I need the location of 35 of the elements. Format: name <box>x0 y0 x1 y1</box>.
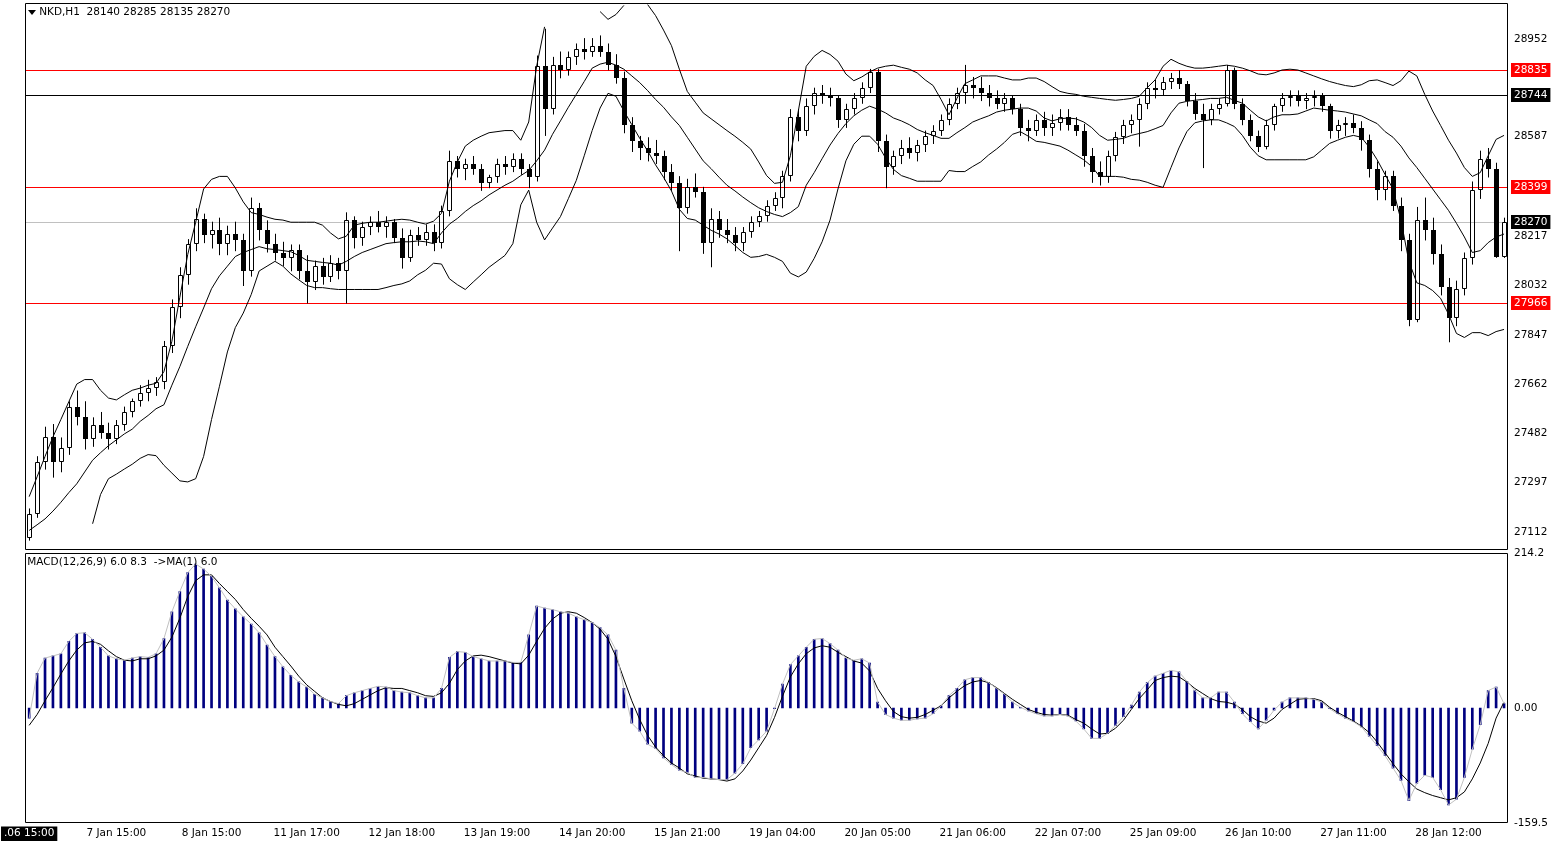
y-tick-label: 27112 <box>1514 524 1548 537</box>
y-tick-label: 27482 <box>1514 425 1548 438</box>
ref-line-label: 28744 <box>1514 88 1548 101</box>
x-tick-label: 19 Jan 04:00 <box>749 826 816 839</box>
y-tick-label: 0.00 <box>1514 700 1538 713</box>
y-tick-label: 28032 <box>1514 278 1548 291</box>
x-tick-label: 7 Jan 15:00 <box>86 826 147 839</box>
x-tick-label: 15 Jan 21:00 <box>654 826 721 839</box>
y-tick-label: -159.5 <box>1514 816 1548 829</box>
ref-line-label: 28835 <box>1514 63 1548 76</box>
chart-title: NKD,H1 28140 28285 28135 28270 <box>39 4 231 17</box>
ref-line-label: 27966 <box>1514 296 1548 309</box>
y-tick-label: 28217 <box>1514 228 1548 241</box>
x-tick-label: 25 Jan 09:00 <box>1129 826 1197 839</box>
chart-title: MACD(12,26,9) 6.0 8.3 ->MA(1) 6.0 <box>27 554 218 567</box>
y-tick-label: 28952 <box>1514 31 1548 44</box>
x-tick-label: 11 Jan 17:00 <box>273 826 340 839</box>
y-tick-label: 27297 <box>1514 475 1548 488</box>
x-tick-label: 22 Jan 07:00 <box>1034 826 1102 839</box>
ref-line-label: 28270 <box>1514 215 1548 228</box>
x-tick-label: 14 Jan 20:00 <box>558 826 626 839</box>
x-tick-label: .06 15:00 <box>4 826 55 839</box>
x-tick-label: 8 Jan 15:00 <box>181 826 242 839</box>
x-tick-label: 28 Jan 12:00 <box>1415 826 1482 839</box>
x-tick-label: 27 Jan 11:00 <box>1320 826 1387 839</box>
x-tick-label: 13 Jan 19:00 <box>463 826 531 839</box>
y-tick-label: 214.2 <box>1514 545 1545 558</box>
y-tick-label: 27847 <box>1514 327 1548 340</box>
x-tick-label: 20 Jan 05:00 <box>844 826 911 839</box>
y-tick-label: 28587 <box>1514 129 1548 142</box>
x-tick-label: 12 Jan 18:00 <box>368 826 436 839</box>
ref-line-label: 28399 <box>1514 180 1548 193</box>
y-tick-label: 27662 <box>1514 377 1548 390</box>
x-tick-label: 26 Jan 10:00 <box>1224 826 1292 839</box>
x-tick-label: 21 Jan 06:00 <box>939 826 1007 839</box>
